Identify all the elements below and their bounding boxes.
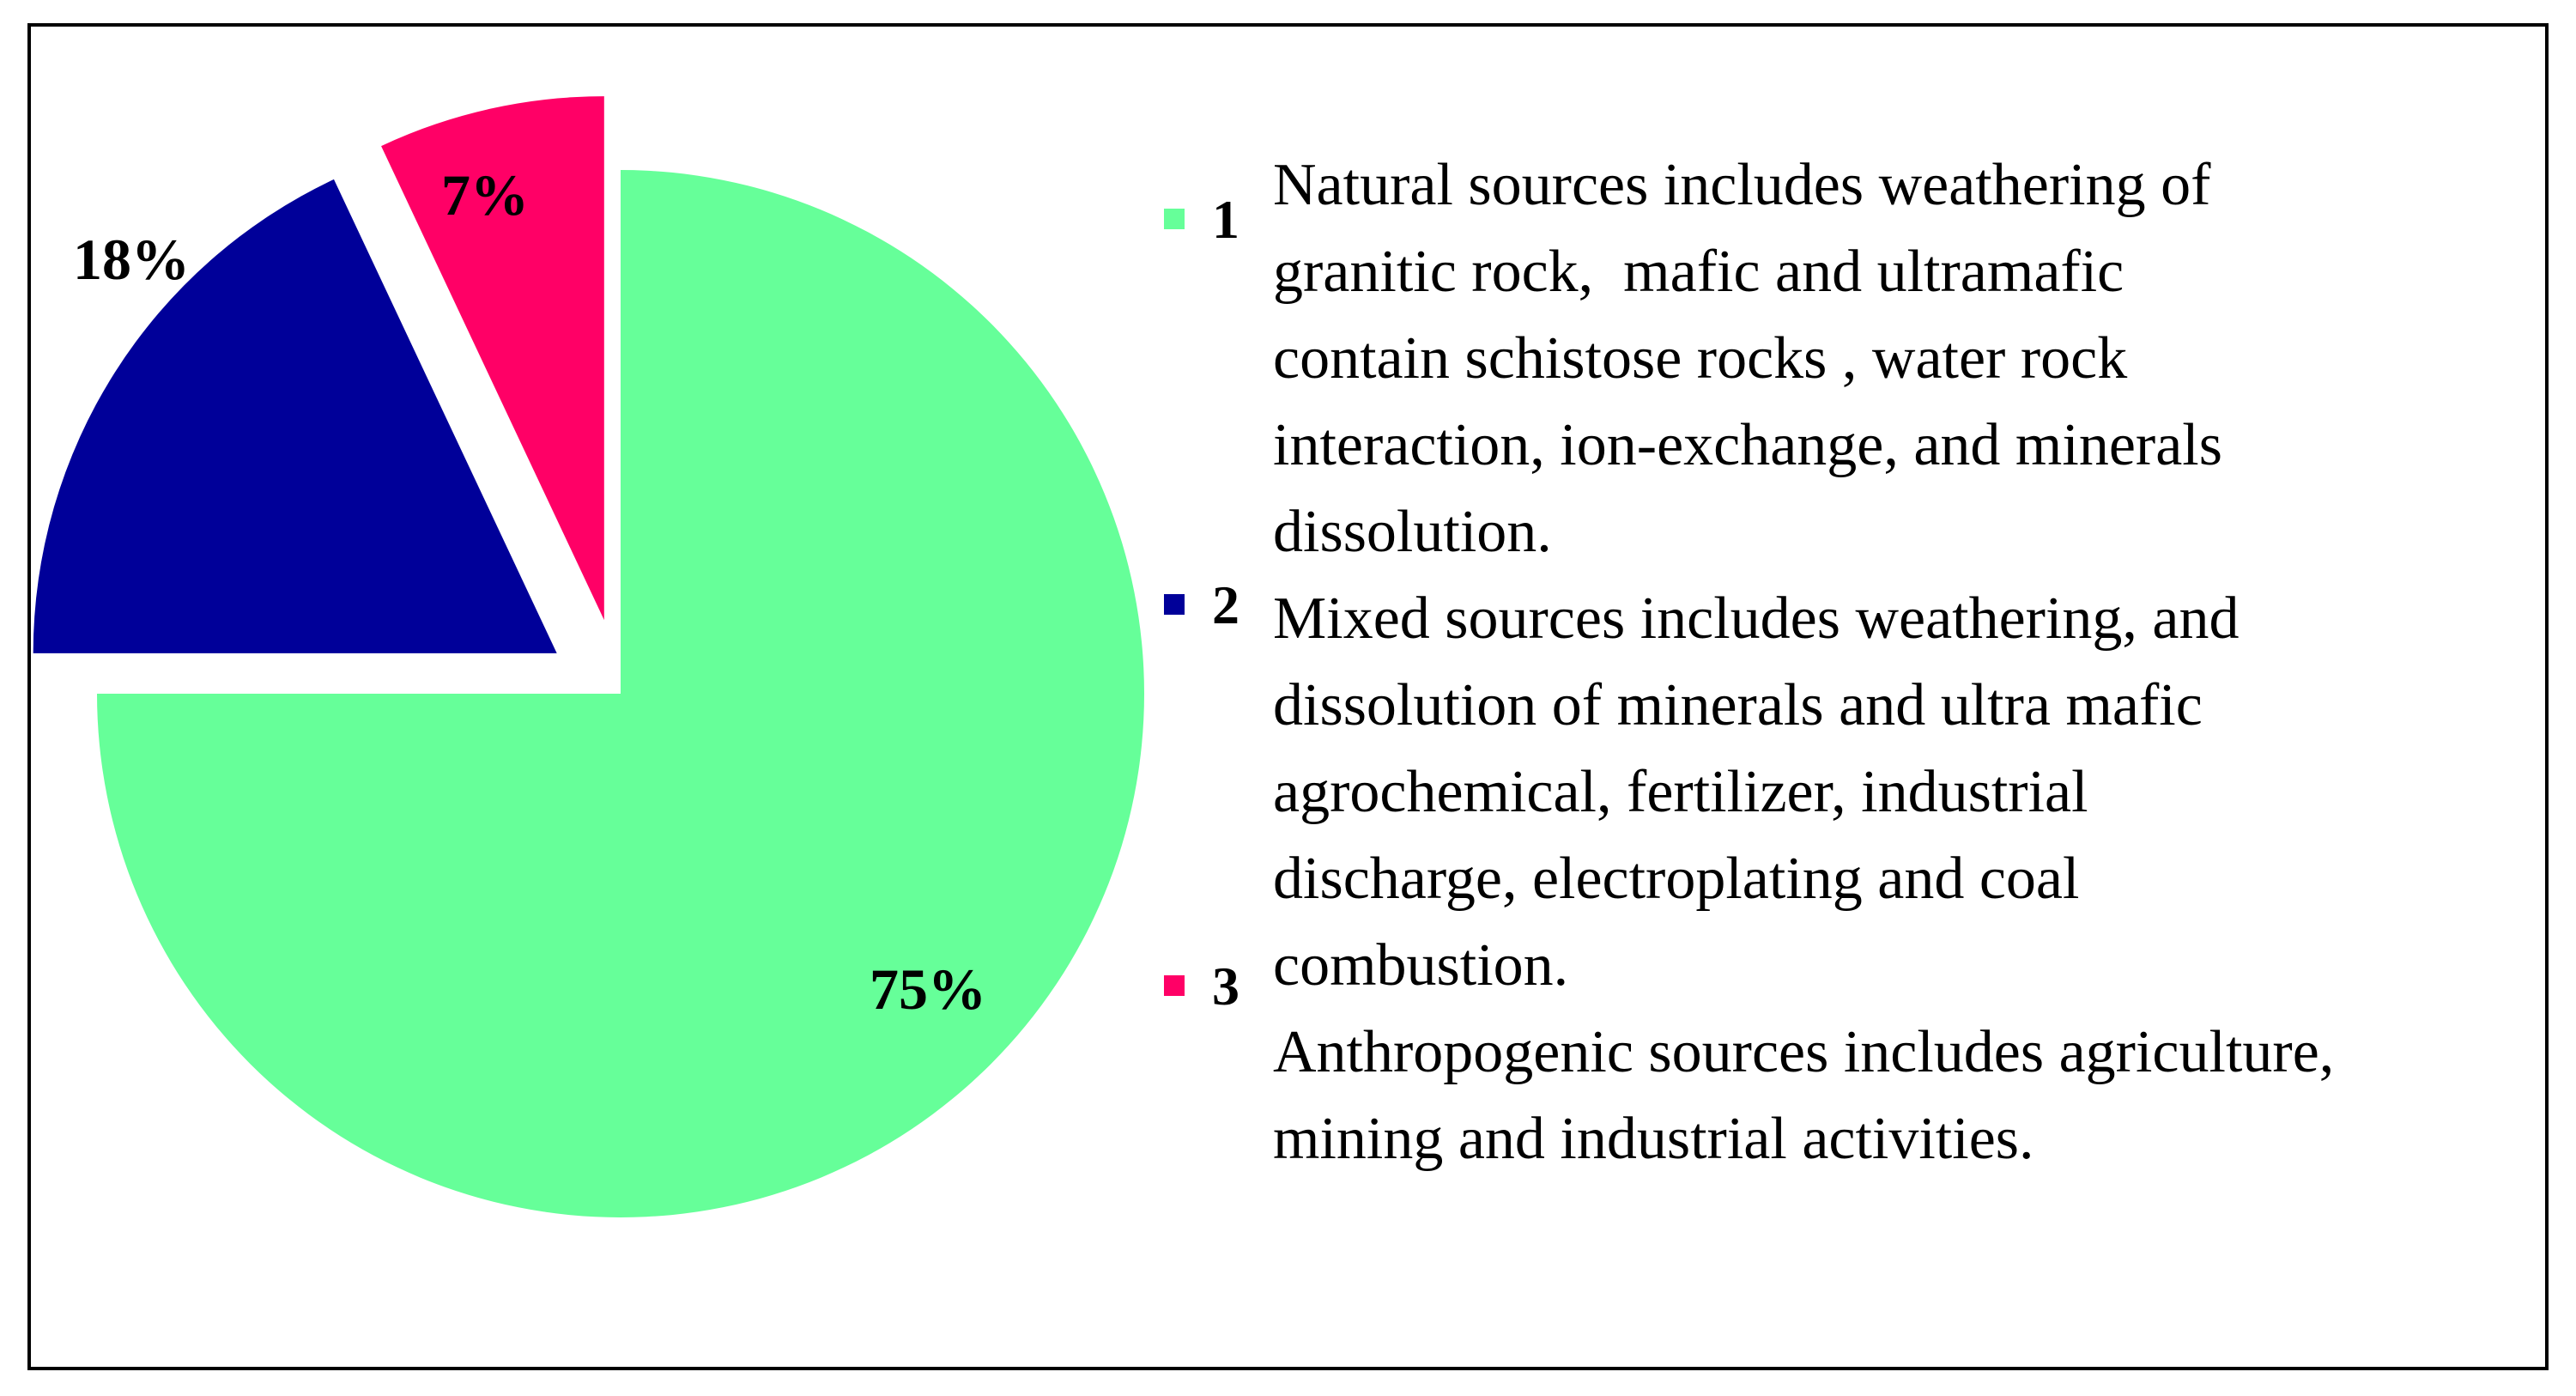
data-label: 7%	[441, 162, 529, 228]
legend-text: agrochemical, fertilizer, industrial	[1273, 759, 2088, 825]
legend-text: dissolution of minerals and ultra mafic	[1273, 672, 2203, 738]
legend-text: discharge, electroplating and coal	[1273, 846, 2079, 912]
legend-key: 2	[1212, 574, 1240, 635]
legend-text: Anthropogenic sources includes agricultu…	[1273, 1019, 2334, 1085]
legend-text: contain schistose rocks , water rock	[1273, 325, 2127, 391]
legend-text: mining and industrial activities.	[1273, 1106, 2034, 1172]
legend-text: granitic rock, mafic and ultramafic	[1273, 239, 2124, 305]
legend-text: combustion.	[1273, 932, 1568, 998]
legend-key: 3	[1212, 956, 1240, 1017]
pie-slice	[381, 96, 604, 621]
legend-text: dissolution.	[1273, 499, 1552, 565]
legend-marker	[1164, 975, 1185, 996]
legend-text: interaction, ion-exchange, and minerals	[1273, 412, 2222, 478]
legend-marker	[1164, 209, 1185, 229]
legend-text: Mixed sources includes weathering, and	[1273, 586, 2240, 652]
legend-text: Natural sources includes weathering of	[1273, 152, 2211, 218]
legend-key: 1	[1212, 189, 1240, 250]
data-label: 18%	[73, 227, 190, 292]
data-label: 75%	[870, 956, 986, 1022]
pie-slice	[97, 170, 1144, 1217]
pie-slice	[33, 179, 557, 653]
legend-marker	[1164, 594, 1185, 615]
